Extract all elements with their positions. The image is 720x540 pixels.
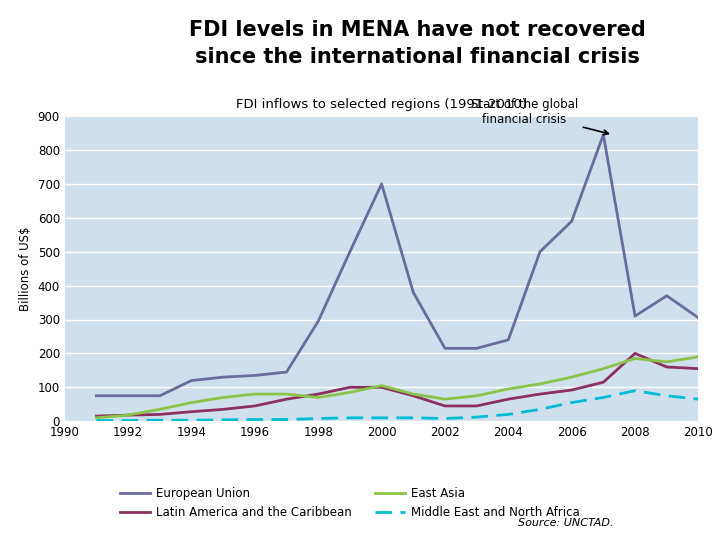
Text: FDI levels in MENA have not recovered: FDI levels in MENA have not recovered [189,19,646,40]
Text: since the international financial crisis: since the international financial crisis [195,46,640,67]
Legend: European Union, Latin America and the Caribbean, East Asia, Middle East and Nort: European Union, Latin America and the Ca… [116,482,584,523]
Title: FDI inflows to selected regions (1991-2010): FDI inflows to selected regions (1991-20… [236,98,527,111]
Text: Start of the global
financial crisis: Start of the global financial crisis [471,98,608,135]
Y-axis label: Billions of US$: Billions of US$ [19,226,32,311]
Text: Source: UNCTAD.: Source: UNCTAD. [518,518,614,529]
